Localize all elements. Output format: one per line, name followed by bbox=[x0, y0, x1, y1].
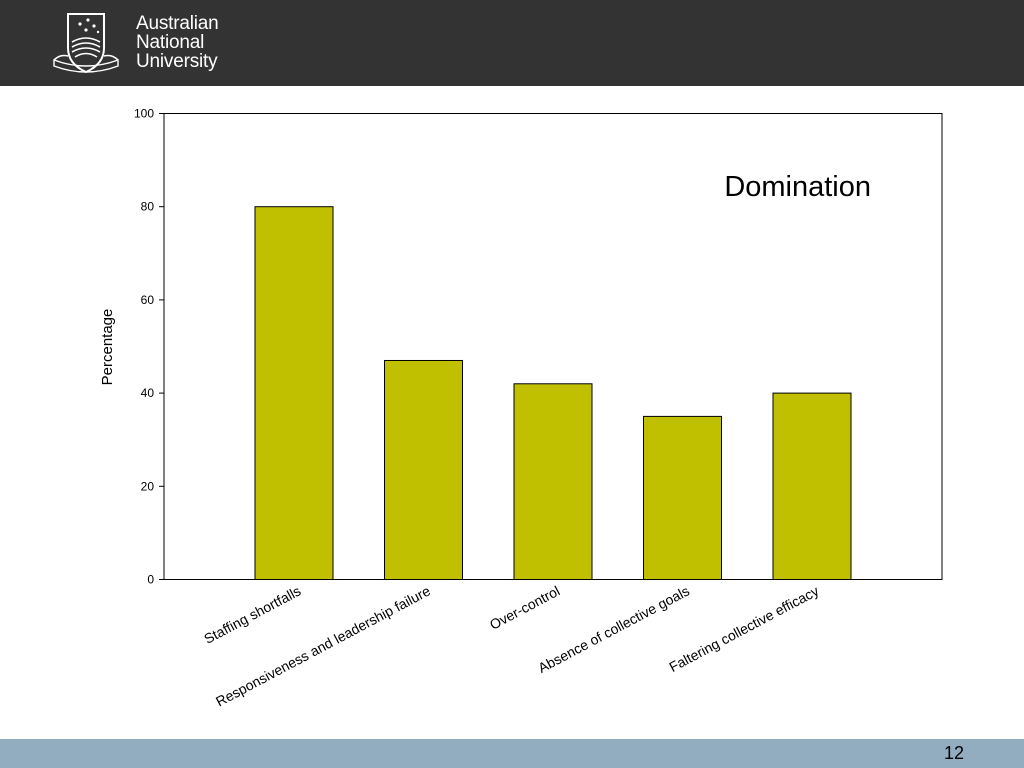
x-category-label: Staffing shortfalls bbox=[201, 583, 303, 647]
footer-bar: 12 bbox=[0, 739, 1024, 768]
page-number: 12 bbox=[943, 743, 964, 763]
bar bbox=[643, 415, 722, 580]
header-bar: Australian National University bbox=[0, 0, 1024, 86]
y-axis: 0 20 40 60 80 100 bbox=[134, 107, 164, 587]
x-category-label: Responsiveness and leadership failure bbox=[213, 582, 433, 709]
bar-group bbox=[254, 206, 852, 581]
bar bbox=[254, 206, 334, 580]
bar bbox=[513, 383, 593, 580]
chart-title: Domination bbox=[724, 171, 871, 203]
y-tick-label: 100 bbox=[134, 107, 154, 121]
logo-text-line-2: National bbox=[136, 32, 205, 53]
logo-text-line-3: University bbox=[136, 51, 218, 72]
logo-text-line-1: Australian bbox=[136, 13, 219, 34]
bar bbox=[384, 359, 463, 581]
y-tick-label: 80 bbox=[141, 200, 155, 214]
anu-crest-icon bbox=[53, 13, 119, 74]
y-tick-label: 20 bbox=[141, 479, 155, 493]
bar bbox=[772, 392, 852, 580]
y-axis-title: Percentage bbox=[99, 309, 116, 386]
y-tick-label: 40 bbox=[141, 386, 155, 400]
x-category-label: Over-control bbox=[487, 583, 563, 633]
y-tick-label: 0 bbox=[147, 573, 154, 587]
anu-logo: Australian National University bbox=[50, 10, 240, 76]
bar-chart: 0 20 40 60 80 100 Staffing shortfallsResponsi… bbox=[99, 107, 943, 710]
y-tick-label: 60 bbox=[141, 293, 155, 307]
